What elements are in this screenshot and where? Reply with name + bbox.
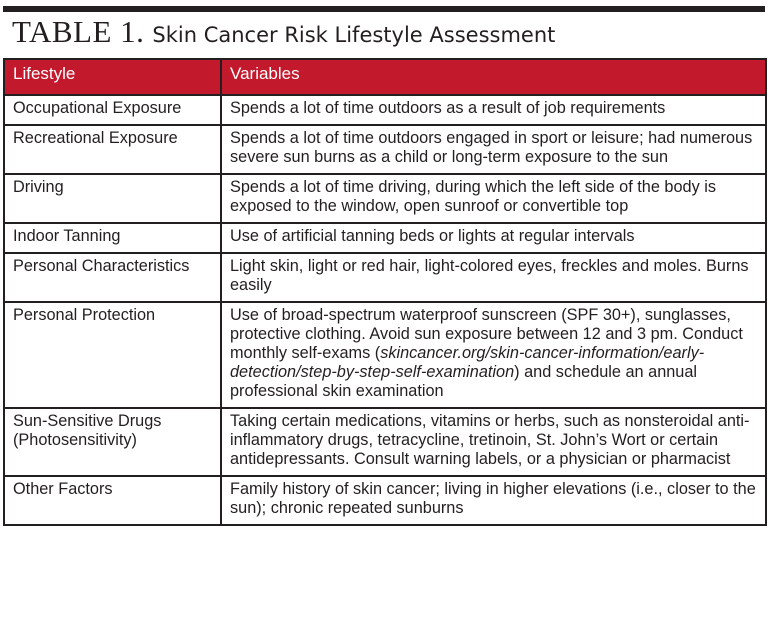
lifestyle-cell: Other Factors	[3, 475, 222, 526]
lifestyle-cell: Recreational Exposure	[3, 124, 222, 175]
variables-text: Use of broad-spectrum waterproof sunscre…	[230, 306, 743, 362]
variables-cell: Spends a lot of time driving, during whi…	[220, 173, 767, 224]
table-row: Sun-Sensitive Drugs (Photosensitivity) T…	[3, 407, 767, 477]
lifestyle-cell: Driving	[3, 173, 222, 224]
table-row: Personal Characteristics Light skin, lig…	[3, 252, 767, 303]
variables-cell: Use of artificial tanning beds or lights…	[220, 222, 767, 254]
variables-cell: Use of broad-spectrum waterproof sunscre…	[220, 301, 767, 409]
lifestyle-cell: Indoor Tanning	[3, 222, 222, 254]
table-row: Recreational Exposure Spends a lot of ti…	[3, 124, 767, 175]
table-title-text: Skin Cancer Risk Lifestyle Assessment	[152, 23, 556, 47]
variables-cell: Spends a lot of time outdoors as a resul…	[220, 94, 767, 126]
table-row: Personal Protection Use of broad-spectru…	[3, 301, 767, 409]
top-rule	[3, 6, 765, 12]
variables-cell: Family history of skin cancer; living in…	[220, 475, 767, 526]
column-header-lifestyle: Lifestyle	[3, 58, 222, 96]
header-row: Lifestyle Variables	[3, 58, 767, 96]
self-exam-link-text: skincancer.org/skin-cancer-information/e…	[230, 344, 705, 381]
table-row: Other Factors Family history of skin can…	[3, 475, 767, 526]
table-row: Indoor Tanning Use of artificial tanning…	[3, 222, 767, 254]
column-header-variables: Variables	[220, 58, 767, 96]
table-row: Occupational Exposure Spends a lot of ti…	[3, 94, 767, 126]
variables-cell: Taking certain medications, vitamins or …	[220, 407, 767, 477]
variables-cell: Spends a lot of time outdoors engaged in…	[220, 124, 767, 175]
variables-text: ) and schedule an annual professional sk…	[230, 363, 698, 400]
lifestyle-cell: Sun-Sensitive Drugs (Photosensitivity)	[3, 407, 222, 477]
table-row: Driving Spends a lot of time driving, du…	[3, 173, 767, 224]
risk-assessment-table: Lifestyle Variables Occupational Exposur…	[3, 58, 767, 526]
table-number: TABLE 1.	[12, 14, 145, 49]
variables-cell: Light skin, light or red hair, light-col…	[220, 252, 767, 303]
table-title: TABLE 1. Skin Cancer Risk Lifestyle Asse…	[12, 14, 555, 54]
lifestyle-cell: Personal Protection	[3, 301, 222, 409]
lifestyle-cell: Occupational Exposure	[3, 94, 222, 126]
lifestyle-cell: Personal Characteristics	[3, 252, 222, 303]
